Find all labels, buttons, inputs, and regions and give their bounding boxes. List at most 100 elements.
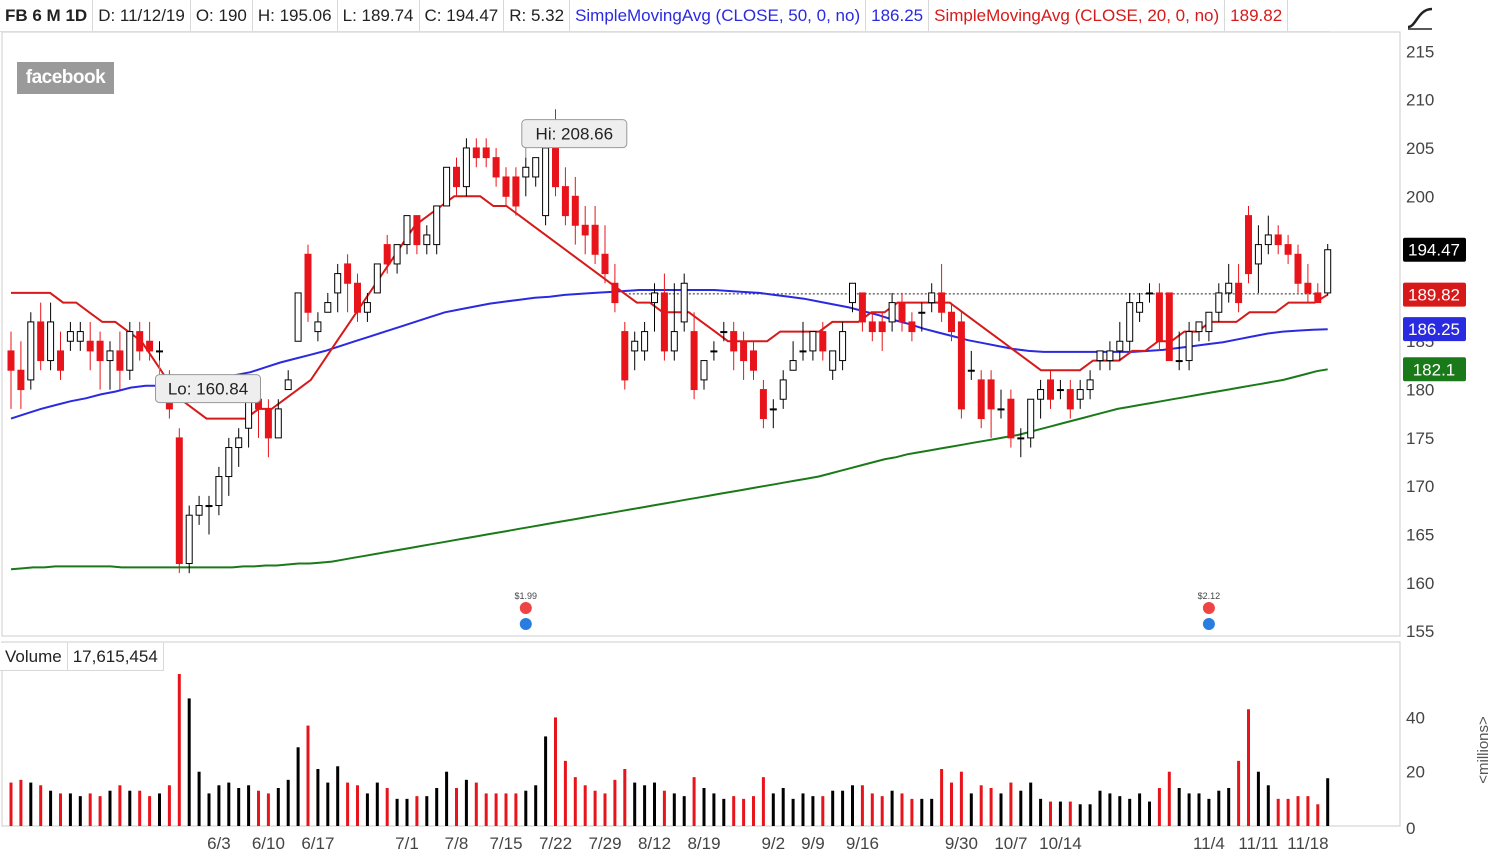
candle-body (928, 292, 936, 304)
volume-bar (1108, 793, 1112, 826)
volume-bar (900, 793, 904, 826)
candle-body (1284, 244, 1292, 255)
candle-body (997, 408, 1005, 411)
volume-bar (1078, 804, 1082, 826)
volume-bar (425, 796, 429, 826)
candle-body (1245, 215, 1252, 275)
volume-bar (484, 793, 488, 826)
candle-body (948, 311, 955, 333)
candle-body (403, 215, 411, 246)
volume-bar (276, 788, 280, 826)
volume-bar (1306, 796, 1310, 826)
earnings-label: $1.99 (515, 591, 538, 601)
svg-text:<millions>: <millions> (1475, 716, 1492, 784)
candle-body (215, 476, 223, 507)
candle-body (829, 350, 837, 371)
candle-body (938, 292, 946, 313)
symbol-label[interactable]: FB 6 M 1D (0, 0, 94, 31)
x-tick-label: 9/2 (761, 834, 785, 853)
price-tag-label: 182.1 (1413, 360, 1456, 379)
low-callout-box (155, 374, 261, 404)
price-tag (1403, 357, 1466, 382)
x-tick-label: 7/22 (539, 834, 572, 853)
candle-body (175, 437, 183, 565)
range-readout: R: 5.32 (504, 0, 571, 31)
candle-body (1324, 249, 1332, 294)
volume-bar (860, 785, 864, 826)
event-info-icon (519, 618, 532, 630)
volume-bar (1266, 785, 1270, 826)
candle-body (868, 321, 876, 333)
volume-bar (464, 779, 468, 826)
candle-body (156, 350, 163, 353)
volume-label[interactable]: Volume (0, 643, 68, 671)
candle-body (126, 331, 134, 371)
candle-body (66, 331, 74, 342)
candle-body (1027, 398, 1035, 439)
volume-bar (118, 785, 122, 826)
volume-bar (1148, 801, 1151, 826)
volume-bar (187, 698, 191, 826)
sma20-label[interactable]: SimpleMovingAvg (CLOSE, 20, 0, no) (929, 0, 1226, 31)
volume-bar (88, 793, 92, 826)
volume-bar (623, 769, 627, 826)
candle-body (354, 282, 361, 313)
candle-body (76, 331, 84, 342)
volume-bar (257, 790, 260, 826)
volume-bar (207, 793, 211, 826)
candle-body (235, 437, 243, 449)
volume-bar (1157, 788, 1161, 826)
volume-bar (662, 790, 666, 826)
candle-body (1136, 302, 1144, 313)
sma50-label[interactable]: SimpleMovingAvg (CLOSE, 50, 0, no) (570, 0, 867, 31)
volume-bar (573, 777, 577, 826)
volume-bar (514, 793, 518, 826)
candle-body (581, 224, 589, 236)
candle-body (977, 379, 985, 420)
volume-bar (851, 785, 854, 826)
candle-body (17, 369, 25, 391)
x-tick-label: 7/15 (489, 834, 522, 853)
volume-bar (1058, 801, 1062, 826)
volume-bar (682, 796, 686, 826)
volume-bar (554, 717, 557, 826)
volume-bar (821, 796, 825, 826)
volume-bar (722, 798, 726, 826)
volume-bar (761, 777, 765, 826)
volume-bar (128, 790, 132, 826)
volume-bar (217, 785, 221, 826)
candle-body (1066, 389, 1074, 410)
volume-bar (1167, 771, 1171, 826)
candle-body (730, 331, 738, 352)
candle-body (47, 321, 55, 362)
candle-body (1116, 340, 1124, 352)
candle-body (601, 253, 609, 275)
volume-bar (266, 793, 270, 826)
candle-body (57, 350, 64, 371)
volume-bar (158, 793, 161, 826)
price-tick-label: 210 (1406, 91, 1434, 110)
volume-bar (1197, 793, 1201, 826)
candle-body (492, 157, 500, 178)
price-tag (1403, 237, 1466, 262)
candle-body (690, 331, 698, 391)
volume-bar (375, 782, 379, 826)
x-tick-label: 9/30 (945, 834, 978, 853)
chart-style-icon[interactable] (1404, 3, 1436, 31)
volume-bar (712, 793, 716, 826)
volume-bar (98, 796, 102, 826)
candle-body (898, 302, 906, 323)
candle-body (146, 340, 154, 352)
volume-bar (247, 785, 251, 826)
volume-bar (346, 782, 350, 826)
candle-body (482, 147, 490, 159)
candle-body (651, 292, 658, 304)
volume-bar (167, 785, 171, 826)
candle-body (779, 379, 787, 400)
candle-body (1096, 350, 1104, 362)
x-tick-label: 11/18 (1287, 834, 1328, 853)
volume-bar (940, 769, 944, 826)
volume-bar (1316, 804, 1320, 826)
candle-body (1056, 389, 1064, 392)
